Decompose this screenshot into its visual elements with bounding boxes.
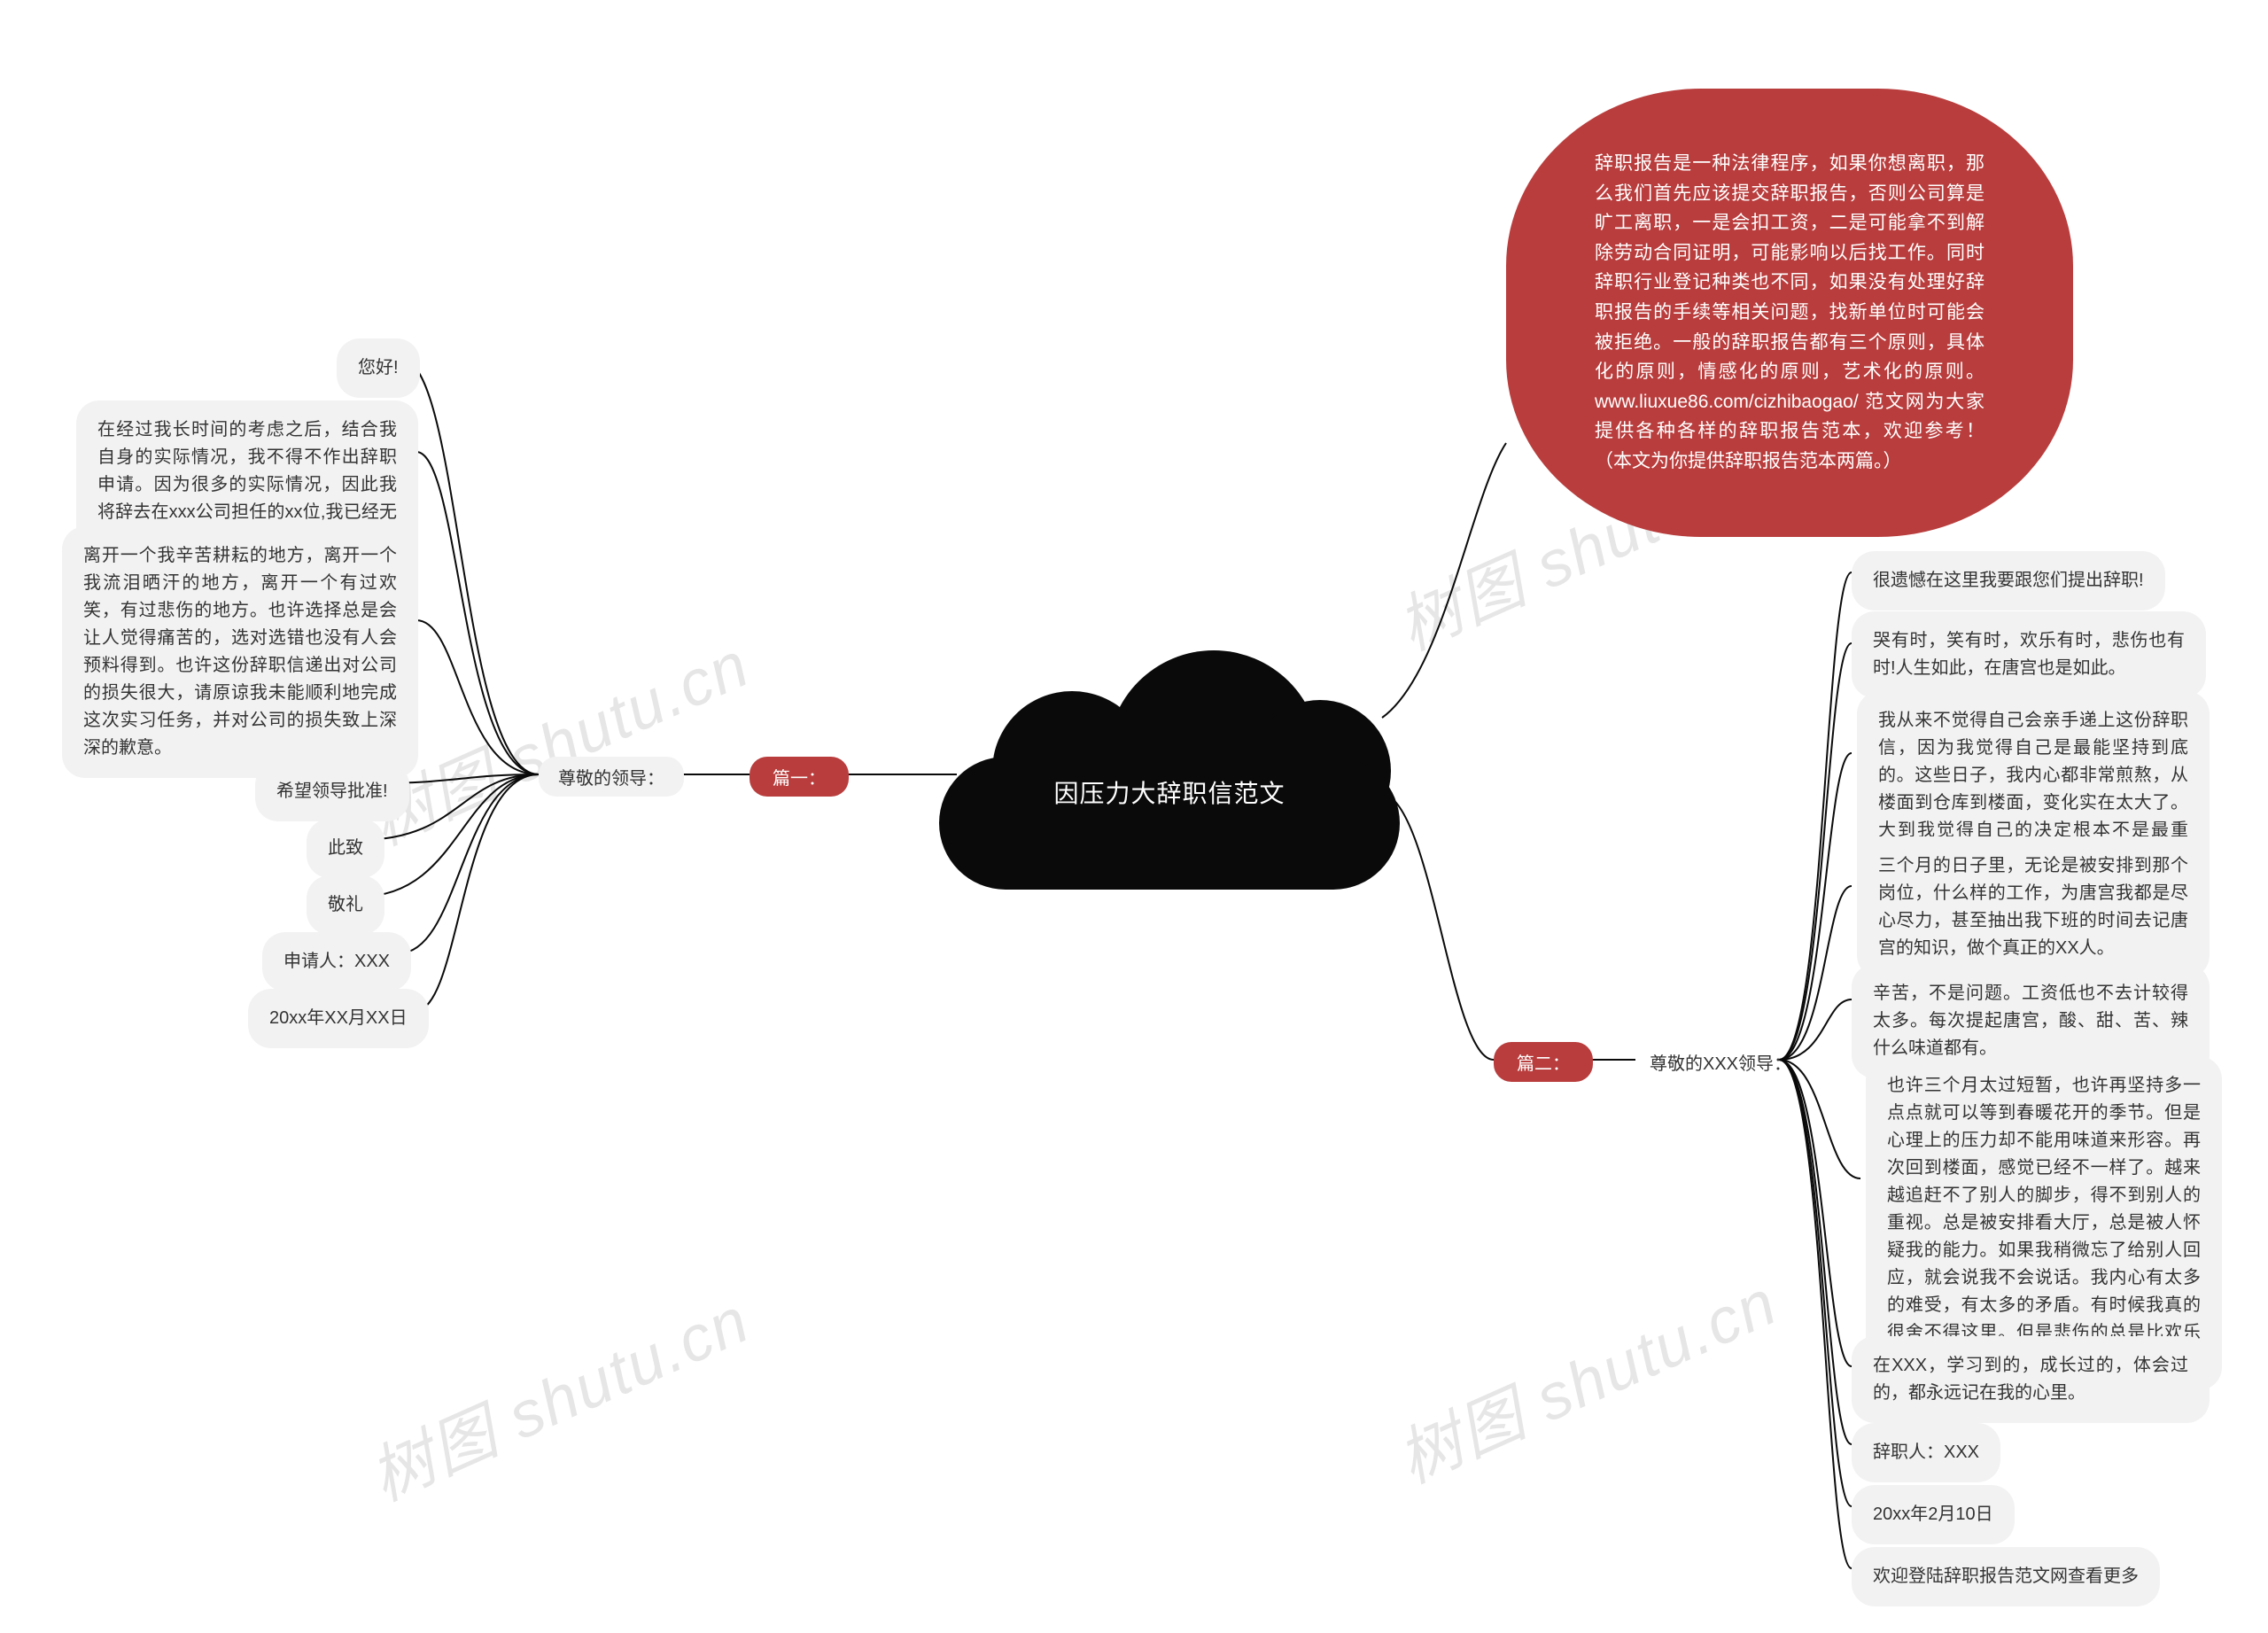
leaf-left-6: 申请人：XXX xyxy=(262,932,411,991)
leaf-right-8: 20xx年2月10日 xyxy=(1852,1485,2015,1544)
central-node: 因压力大辞职信范文 xyxy=(939,659,1400,890)
leaf-right-3: 三个月的日子里，无论是被安排到那个岗位，什么样的工作，为唐宫我都是尽心尽力，甚至… xyxy=(1857,836,2210,978)
leaf-right-7: 辞职人：XXX xyxy=(1852,1423,2000,1482)
leaf-left-5: 敬礼 xyxy=(307,875,384,935)
node-zunjing-right: 尊敬的XXX领导： xyxy=(1635,1044,1806,1080)
watermark: 树图 shutu.cn xyxy=(353,1268,761,1518)
node-zunjing-left: 尊敬的领导： xyxy=(539,757,684,797)
branch-pian2: 篇二： xyxy=(1494,1042,1593,1082)
leaf-left-2: 离开一个我辛苦耕耘的地方，离开一个我流泪晒汗的地方，离开一个有过欢笑，有过悲伤的… xyxy=(62,526,418,778)
leaf-left-0: 您好! xyxy=(337,338,420,398)
leaf-left-7: 20xx年XX月XX日 xyxy=(248,989,429,1048)
branch-pian1: 篇一： xyxy=(750,757,849,797)
leaf-right-1: 哭有时，笑有时，欢乐有时，悲伤也有时!人生如此，在唐宫也是如此。 xyxy=(1852,611,2206,698)
intro-blob: 辞职报告是一种法律程序，如果你想离职，那么我们首先应该提交辞职报告，否则公司算是… xyxy=(1506,89,2073,537)
leaf-right-0: 很遗憾在这里我要跟您们提出辞职! xyxy=(1852,551,2165,610)
leaf-left-3: 希望领导批准! xyxy=(255,762,409,821)
leaf-right-6: 在XXX，学习到的，成长过的，体会过的，都永远记在我的心里。 xyxy=(1852,1336,2210,1423)
leaf-left-4: 此致 xyxy=(307,819,384,878)
intro-text: 辞职报告是一种法律程序，如果你想离职，那么我们首先应该提交辞职报告，否则公司算是… xyxy=(1595,153,1984,471)
watermark: 树图 shutu.cn xyxy=(1380,1250,1789,1500)
central-title: 因压力大辞职信范文 xyxy=(939,774,1400,810)
leaf-right-9: 欢迎登陆辞职报告范文网查看更多 xyxy=(1852,1547,2160,1606)
